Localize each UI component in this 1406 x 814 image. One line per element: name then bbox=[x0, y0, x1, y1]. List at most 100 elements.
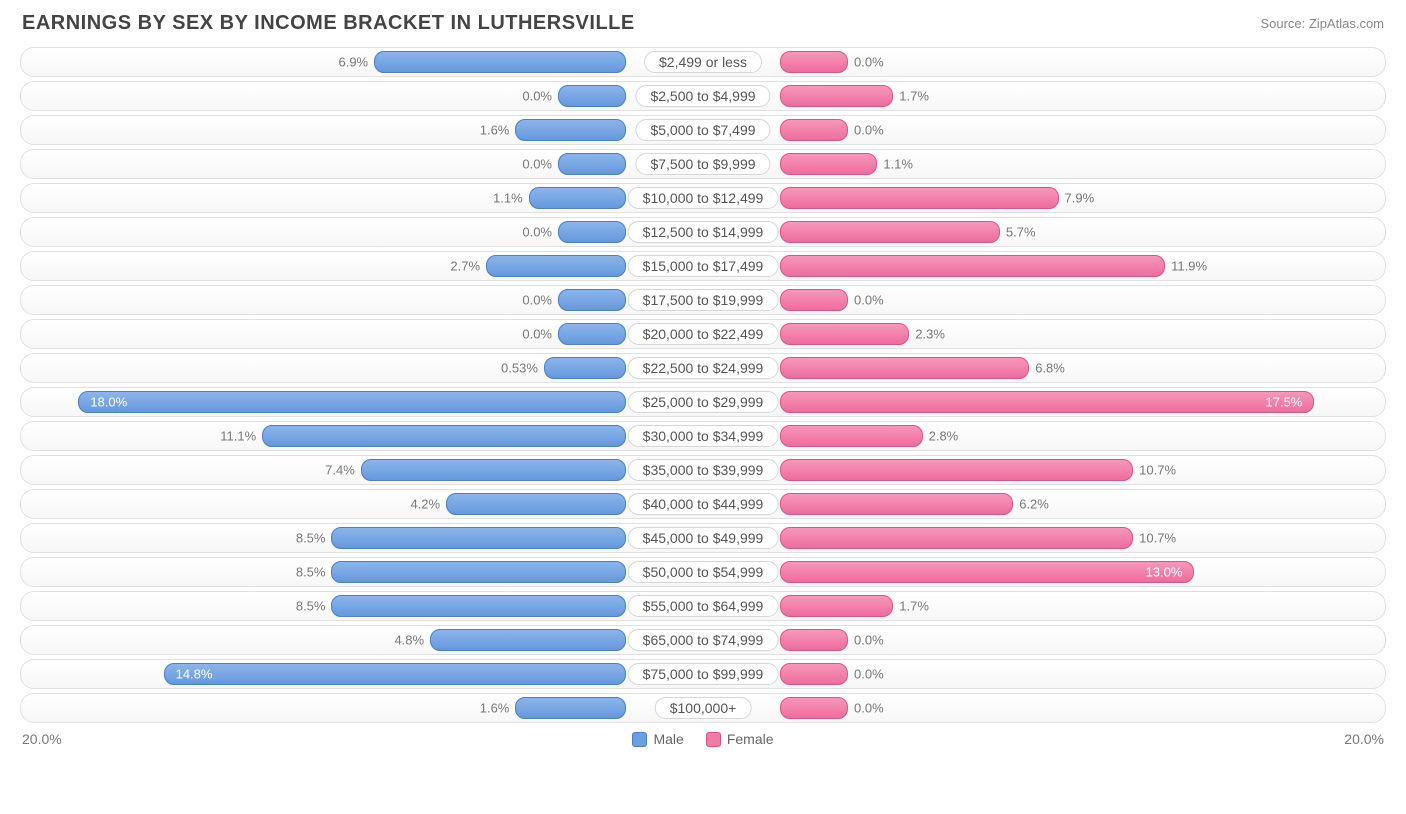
male-pct: 8.5% bbox=[296, 531, 332, 546]
female-pct: 5.7% bbox=[1000, 225, 1036, 240]
chart-row: 0.0%2.3%$20,000 to $22,499 bbox=[20, 319, 1386, 349]
male-pct: 8.5% bbox=[296, 599, 332, 614]
female-bar bbox=[780, 51, 848, 73]
female-bar bbox=[780, 85, 893, 107]
male-bar bbox=[331, 561, 626, 583]
male-bar bbox=[558, 85, 626, 107]
male-pct: 7.4% bbox=[325, 463, 361, 478]
female-pct: 0.0% bbox=[848, 55, 884, 70]
male-bar bbox=[558, 221, 626, 243]
chart-row: 0.0%1.1%$7,500 to $9,999 bbox=[20, 149, 1386, 179]
male-pct: 11.1% bbox=[220, 429, 262, 444]
female-swatch-icon bbox=[706, 732, 721, 747]
male-pct: 4.8% bbox=[394, 633, 430, 648]
chart-row: 11.1%2.8%$30,000 to $34,999 bbox=[20, 421, 1386, 451]
bracket-label: $55,000 to $64,999 bbox=[628, 595, 779, 617]
male-bar bbox=[558, 323, 626, 345]
legend-female: Female bbox=[706, 731, 774, 747]
bracket-label: $17,500 to $19,999 bbox=[628, 289, 779, 311]
female-bar bbox=[780, 357, 1029, 379]
bracket-label: $2,499 or less bbox=[644, 51, 762, 73]
female-bar: 17.5% bbox=[780, 391, 1314, 413]
bracket-label: $75,000 to $99,999 bbox=[628, 663, 779, 685]
male-pct: 18.0% bbox=[82, 395, 135, 410]
female-bar bbox=[780, 153, 877, 175]
female-pct: 0.0% bbox=[848, 123, 884, 138]
male-bar bbox=[558, 289, 626, 311]
male-bar: 18.0% bbox=[78, 391, 626, 413]
female-pct: 2.8% bbox=[923, 429, 959, 444]
bracket-label: $10,000 to $12,499 bbox=[628, 187, 779, 209]
female-pct: 2.3% bbox=[909, 327, 945, 342]
chart-row: 1.1% 7.9% $10,000 to $12,499 bbox=[20, 183, 1386, 213]
chart-row: 7.4%10.7%$35,000 to $39,999 bbox=[20, 455, 1386, 485]
legend-male: Male bbox=[632, 731, 683, 747]
legend-female-label: Female bbox=[727, 731, 774, 747]
bracket-label: $50,000 to $54,999 bbox=[628, 561, 779, 583]
female-bar bbox=[780, 289, 848, 311]
female-pct: 11.9% bbox=[1165, 259, 1207, 274]
male-bar bbox=[544, 357, 626, 379]
bracket-label: $12,500 to $14,999 bbox=[628, 221, 779, 243]
female-pct: 7.9% bbox=[1059, 191, 1095, 206]
male-pct: 0.0% bbox=[522, 225, 558, 240]
male-bar: 14.8% bbox=[164, 663, 626, 685]
male-bar bbox=[374, 51, 626, 73]
chart-row: 4.2%6.2%$40,000 to $44,999 bbox=[20, 489, 1386, 519]
female-pct: 13.0% bbox=[1138, 565, 1191, 580]
female-bar bbox=[780, 323, 909, 345]
source-attribution: Source: ZipAtlas.com bbox=[1260, 16, 1384, 31]
female-bar bbox=[780, 459, 1133, 481]
female-pct: 1.7% bbox=[893, 89, 929, 104]
chart-row: 8.5%13.0%$50,000 to $54,999 bbox=[20, 557, 1386, 587]
male-bar bbox=[331, 527, 626, 549]
male-pct: 1.6% bbox=[480, 701, 516, 716]
female-bar bbox=[780, 663, 848, 685]
chart-row: 18.0% 17.5%$25,000 to $29,999 bbox=[20, 387, 1386, 417]
female-pct: 1.7% bbox=[893, 599, 929, 614]
chart-row: 14.8% 0.0% $75,000 to $99,999 bbox=[20, 659, 1386, 689]
legend: Male Female bbox=[632, 731, 773, 747]
bracket-label: $2,500 to $4,999 bbox=[635, 85, 770, 107]
female-bar bbox=[780, 595, 893, 617]
female-bar bbox=[780, 119, 848, 141]
female-bar: 13.0% bbox=[780, 561, 1194, 583]
male-pct: 0.0% bbox=[522, 157, 558, 172]
chart-row: 6.9%0.0%$2,499 or less bbox=[20, 47, 1386, 77]
male-pct: 14.8% bbox=[168, 667, 221, 682]
male-bar bbox=[558, 153, 626, 175]
female-pct: 10.7% bbox=[1133, 531, 1176, 546]
male-bar bbox=[331, 595, 626, 617]
female-bar bbox=[780, 629, 848, 651]
female-pct: 6.2% bbox=[1013, 497, 1049, 512]
chart-row: 2.7%11.9%$15,000 to $17,499 bbox=[20, 251, 1386, 281]
chart-title: EARNINGS BY SEX BY INCOME BRACKET IN LUT… bbox=[22, 12, 635, 35]
bracket-label: $40,000 to $44,999 bbox=[628, 493, 779, 515]
male-pct: 1.1% bbox=[493, 191, 529, 206]
bracket-label: $45,000 to $49,999 bbox=[628, 527, 779, 549]
bracket-label: $15,000 to $17,499 bbox=[628, 255, 779, 277]
female-bar bbox=[780, 425, 923, 447]
male-bar bbox=[515, 119, 626, 141]
chart-row: 1.6% 0.0% $100,000+ bbox=[20, 693, 1386, 723]
bracket-label: $65,000 to $74,999 bbox=[628, 629, 779, 651]
female-bar bbox=[780, 493, 1013, 515]
bracket-label: $35,000 to $39,999 bbox=[628, 459, 779, 481]
male-bar bbox=[361, 459, 626, 481]
female-pct: 0.0% bbox=[848, 633, 884, 648]
chart-row: 0.0% 5.7% $12,500 to $14,999 bbox=[20, 217, 1386, 247]
female-pct: 6.8% bbox=[1029, 361, 1065, 376]
female-bar bbox=[780, 697, 848, 719]
male-bar bbox=[430, 629, 626, 651]
female-pct: 0.0% bbox=[848, 293, 884, 308]
male-pct: 0.0% bbox=[522, 293, 558, 308]
female-pct: 0.0% bbox=[848, 667, 884, 682]
bracket-label: $25,000 to $29,999 bbox=[628, 391, 779, 413]
chart-row: 1.6%0.0%$5,000 to $7,499 bbox=[20, 115, 1386, 145]
bracket-label: $7,500 to $9,999 bbox=[635, 153, 770, 175]
female-pct: 0.0% bbox=[848, 701, 884, 716]
male-bar bbox=[446, 493, 626, 515]
chart-row: 4.8% 0.0% $65,000 to $74,999 bbox=[20, 625, 1386, 655]
bracket-label: $100,000+ bbox=[655, 697, 752, 719]
male-bar bbox=[262, 425, 626, 447]
